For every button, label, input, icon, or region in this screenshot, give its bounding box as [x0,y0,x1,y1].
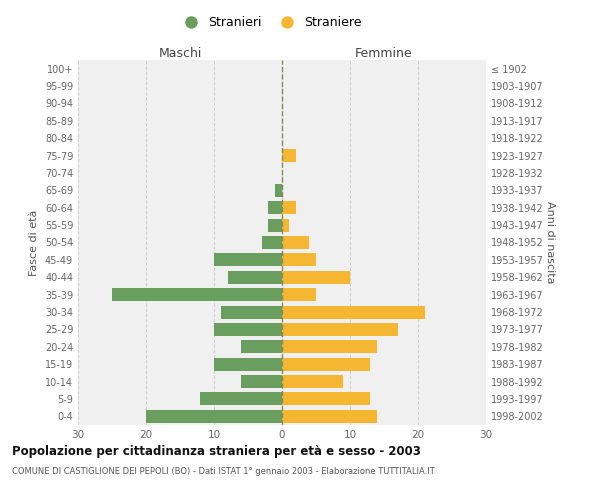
Bar [262,236,282,249]
Y-axis label: Fasce di età: Fasce di età [29,210,39,276]
Bar [227,270,282,284]
Bar [282,323,398,336]
Text: Femmine: Femmine [355,47,413,60]
Bar [221,306,282,318]
Bar [200,392,282,406]
Text: COMUNE DI CASTIGLIONE DEI PEPOLI (BO) - Dati ISTAT 1° gennaio 2003 - Elaborazion: COMUNE DI CASTIGLIONE DEI PEPOLI (BO) - … [12,468,435,476]
Bar [282,218,289,232]
Bar [282,358,370,370]
Bar [282,340,377,353]
Bar [282,149,296,162]
Legend: Stranieri, Straniere: Stranieri, Straniere [173,11,367,34]
Bar [268,201,282,214]
Text: Maschi: Maschi [158,47,202,60]
Bar [214,323,282,336]
Bar [282,254,316,266]
Bar [214,358,282,370]
Bar [241,375,282,388]
Bar [146,410,282,423]
Bar [282,270,350,284]
Text: Popolazione per cittadinanza straniera per età e sesso - 2003: Popolazione per cittadinanza straniera p… [12,445,421,458]
Bar [282,236,309,249]
Bar [282,288,316,301]
Bar [282,306,425,318]
Bar [282,375,343,388]
Y-axis label: Anni di nascita: Anni di nascita [545,201,555,284]
Bar [268,218,282,232]
Bar [112,288,282,301]
Bar [275,184,282,197]
Bar [214,254,282,266]
Bar [282,410,377,423]
Bar [282,201,296,214]
Bar [282,392,370,406]
Bar [241,340,282,353]
